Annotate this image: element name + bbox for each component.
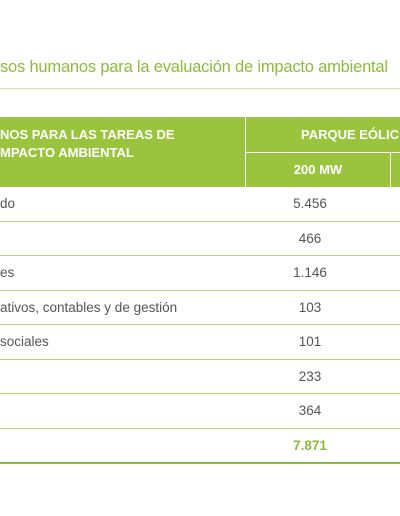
- header-group-rule: [246, 152, 400, 153]
- header-group-parque-eolico: PARQUE EÓLIC: [246, 117, 400, 152]
- row-value: 466: [298, 230, 322, 246]
- row-value: 233: [298, 368, 322, 384]
- table-body: do 5.456 466 es 1.146 ativos, contables …: [0, 187, 400, 464]
- header-group-label: PARQUE EÓLIC: [301, 127, 399, 142]
- row-value: 364: [298, 403, 322, 418]
- table-row: 364: [0, 394, 400, 429]
- row-value: 101: [298, 334, 322, 349]
- total-value: 7.871: [293, 437, 327, 453]
- title-divider: [0, 88, 400, 89]
- table-header: NOS PARA LAS TAREAS DE MPACTO AMBIENTAL …: [0, 117, 400, 187]
- row-label: es: [0, 265, 15, 280]
- header-sub-divider: [390, 153, 391, 187]
- row-label: ativos, contables y de gestión: [0, 299, 178, 315]
- row-value: 103: [298, 299, 322, 315]
- table-row: es 1.146: [0, 256, 400, 291]
- header-divider: [245, 117, 246, 187]
- row-label: sociales: [0, 334, 49, 349]
- header-tasks-line2: MPACTO AMBIENTAL: [0, 145, 134, 160]
- table-row: ativos, contables y de gestión 103: [0, 291, 400, 325]
- table-total-row: 7.871: [0, 429, 400, 464]
- table-row: sociales 101: [0, 325, 400, 360]
- table-row: do 5.456: [0, 187, 400, 222]
- header-tasks-line1: NOS PARA LAS TAREAS DE: [0, 127, 175, 142]
- row-value: 5.456: [293, 196, 327, 211]
- table-row: 233: [0, 360, 400, 394]
- row-value: 1.146: [293, 265, 327, 280]
- row-label: do: [0, 196, 16, 211]
- table-row: 466: [0, 222, 400, 256]
- page-title: sos humanos para la evaluación de impact…: [0, 58, 388, 76]
- header-sub-200mw: 200 MW: [293, 162, 343, 177]
- header-tasks-column: NOS PARA LAS TAREAS DE MPACTO AMBIENTAL: [0, 117, 245, 187]
